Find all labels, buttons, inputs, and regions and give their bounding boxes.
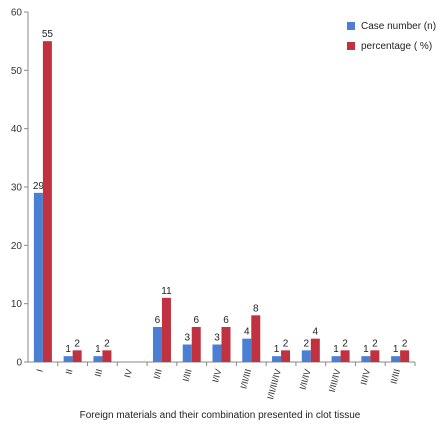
data-label: 2: [372, 338, 378, 349]
data-label: 3: [184, 333, 190, 344]
y-tick-label: 0: [16, 358, 22, 369]
data-label: 2: [74, 338, 80, 349]
data-label: 1: [363, 344, 369, 355]
data-label: 3: [214, 333, 220, 344]
y-tick-label: 40: [11, 124, 23, 135]
data-label: 2: [304, 338, 310, 349]
x-tick-label: II/IV: [358, 368, 372, 386]
data-label: 4: [313, 327, 319, 338]
x-tick-label: I: [35, 368, 45, 373]
y-tick-label: 30: [11, 183, 23, 194]
x-tick-label: I/II: [152, 368, 164, 380]
data-label: 55: [42, 29, 54, 40]
bar-percentage: [72, 350, 82, 362]
x-tick-label: I/II/IV: [298, 368, 313, 391]
x-tick-label: I/IV: [210, 368, 223, 384]
x-tick-label: III: [93, 368, 105, 378]
data-label: 2: [342, 338, 348, 349]
data-label: 29: [33, 181, 45, 192]
x-axis-title: Foreign materials and their combination …: [79, 410, 361, 421]
bar-percentage: [102, 350, 112, 362]
bar-percentage: [400, 350, 410, 362]
bar-case-number: [93, 356, 103, 362]
data-label: 6: [223, 315, 229, 326]
legend-swatch-percentage: [347, 42, 355, 50]
y-tick-label: 60: [11, 8, 23, 19]
legend-item-case-number: Case number (n): [347, 16, 436, 36]
x-tick-label: II: [64, 368, 75, 375]
x-tick-label: IV: [122, 368, 134, 379]
x-tick-label: I/III/IV: [327, 368, 343, 393]
data-label: 6: [155, 315, 161, 326]
data-label: 1: [65, 344, 71, 355]
data-label: 1: [274, 344, 280, 355]
x-tick-label: II/III: [389, 368, 403, 385]
bar-case-number: [301, 350, 311, 362]
legend-swatch-case-number: [347, 22, 355, 30]
legend: Case number (n) percentage ( %): [347, 16, 436, 56]
bar-case-number: [242, 338, 252, 362]
bar-percentage: [370, 350, 380, 362]
bar-case-number: [391, 356, 401, 362]
bar-case-number: [33, 192, 43, 362]
y-tick-label: 10: [11, 299, 23, 310]
data-label: 2: [283, 338, 289, 349]
bar-case-number: [182, 344, 192, 362]
bar-percentage: [221, 327, 231, 362]
bar-percentage: [281, 350, 291, 362]
data-label: 6: [193, 315, 199, 326]
data-label: 1: [95, 344, 101, 355]
legend-item-percentage: percentage ( %): [347, 36, 436, 56]
x-tick-label: I/II/III/IV: [265, 368, 283, 401]
data-label: 8: [253, 303, 259, 314]
bar-percentage: [251, 315, 261, 362]
bar-case-number: [212, 344, 222, 362]
x-tick-label: I/III: [181, 368, 194, 383]
bar-case-number: [152, 327, 162, 362]
bar-percentage: [42, 41, 52, 363]
legend-label-percentage: percentage ( %): [361, 40, 433, 52]
bar-case-number: [331, 356, 341, 362]
legend-label-case-number: Case number (n): [361, 20, 437, 32]
x-tick-label: I/II/III: [238, 368, 253, 390]
data-label: 2: [402, 338, 408, 349]
bar-case-number: [63, 356, 73, 362]
data-label: 4: [244, 327, 250, 338]
y-tick-label: 20: [11, 241, 23, 252]
bar-case-number: [361, 356, 371, 362]
data-label: 1: [393, 344, 399, 355]
bar-percentage: [191, 327, 201, 362]
bar-percentage: [161, 297, 171, 362]
data-label: 1: [333, 344, 339, 355]
y-tick-label: 50: [11, 66, 23, 77]
data-label: 2: [104, 338, 110, 349]
bar-percentage: [310, 338, 320, 362]
bar-case-number: [272, 356, 282, 362]
data-label: 11: [161, 286, 172, 297]
bar-percentage: [340, 350, 350, 362]
